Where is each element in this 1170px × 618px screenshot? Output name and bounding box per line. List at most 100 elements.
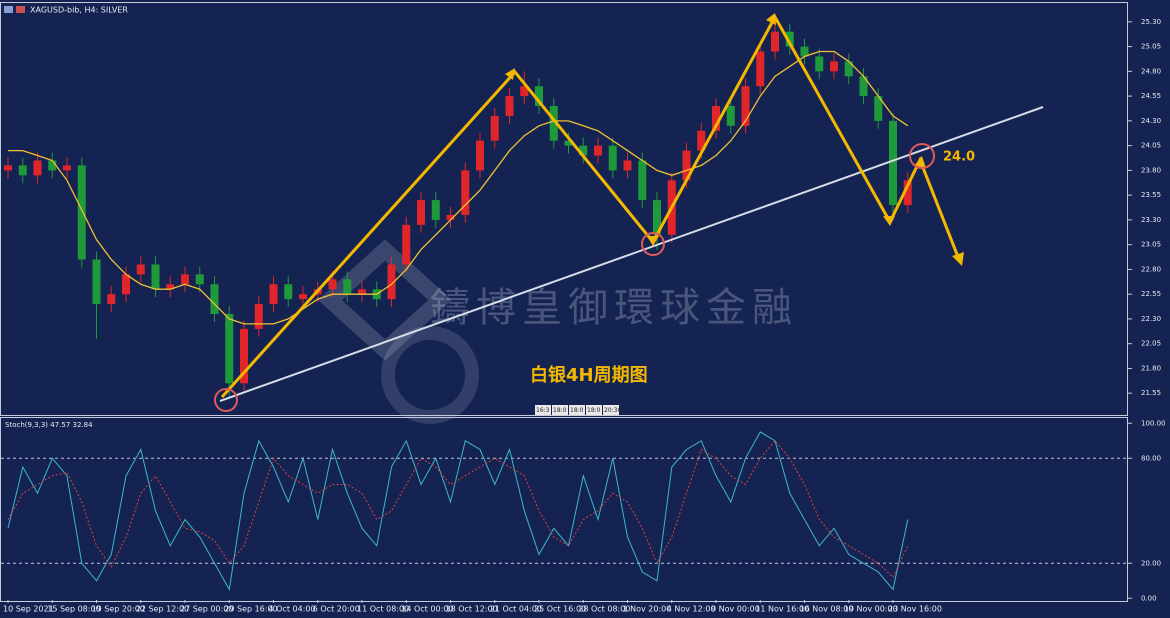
candle-body [638,160,647,201]
x-tick-label: 14 Oct 00:00 [401,605,453,614]
x-tick-label: 16 Nov 08:00 [800,605,854,614]
y-tick-label: 22.80 [1141,265,1161,273]
y-tick-label: 24.30 [1141,117,1161,125]
candle-body [107,294,116,305]
candle-body [269,284,278,305]
x-tick-label: 19 Sep 20:00 [92,605,145,614]
x-tick-label: 28 Oct 08:00 [578,605,630,614]
stoch-panel-frame [0,417,1128,602]
candle-body [254,304,263,329]
y-tick-label: 23.05 [1141,241,1161,249]
candle-body [446,214,455,220]
y-tick-label: 23.80 [1141,166,1161,174]
candle-body [520,86,529,97]
candle-body [136,264,145,275]
arrowhead [883,216,895,226]
candle-body [181,274,189,285]
highlight-circle [214,388,238,412]
x-tick-label: 9 Nov 00:00 [711,605,760,614]
candle-body [63,165,71,171]
y-tick-label: 24.80 [1141,67,1161,75]
candle-body [358,289,366,295]
candle-body [284,284,293,300]
x-tick-label: 25 Oct 16:00 [534,605,586,614]
candle-body [756,51,765,87]
y-tick-label: 0.00 [1141,594,1157,602]
time-marker: 16:3 [536,407,550,414]
candle-body [299,294,307,300]
moving-average [8,50,909,325]
arrowhead [647,236,659,246]
y-tick-label: 22.55 [1141,290,1161,298]
icon [4,6,13,13]
candle-body [741,86,750,126]
candle-body [564,140,573,146]
candle-body [712,106,720,131]
candle-body [844,61,853,77]
highlight-circle [909,143,935,169]
candle-body [697,130,706,151]
candle-body [726,106,735,126]
watermark-logo [318,239,452,361]
time-marker: 18:0 [587,407,601,414]
y-tick-label: 25.05 [1141,43,1161,51]
candle-body [594,145,602,156]
candle-body [490,115,499,141]
candle-body [77,165,86,260]
candle-body [195,274,204,285]
x-tick-label: 6 Oct 20:00 [313,605,360,614]
candle-body [328,279,337,290]
candle-body [240,328,248,384]
candle-body [166,284,175,290]
icon [16,6,25,13]
time-marker-box [569,405,585,415]
y-tick-label: 23.55 [1141,191,1161,199]
y-tick-label: 100.00 [1141,419,1166,427]
x-tick-label: 11 Nov 16:00 [755,605,809,614]
x-tick-label: 4 Nov 12:00 [667,605,716,614]
candle-body [402,224,411,265]
candle-body [151,264,160,290]
highlight-circle [641,232,665,256]
candle-body [830,61,838,72]
x-tick-label: 21 Oct 04:00 [490,605,542,614]
main-panel-frame [0,2,1128,416]
candle-body [18,165,27,176]
time-marker-box [603,405,619,415]
candle-body [859,76,868,97]
candle-body [210,284,219,314]
x-tick-label: 11 Oct 08:00 [357,605,409,614]
x-tick-label: 29 Sep 16:00 [224,605,277,614]
candle-body [4,165,12,171]
watermark-logo [381,326,479,424]
candle-body [579,145,588,156]
candle-body [417,200,425,225]
x-tick-label: 10 Sep 2021 [3,605,54,614]
x-tick-label: 27 Sep 00:00 [180,605,233,614]
candle-body [874,96,883,121]
candle-body [815,56,824,72]
annotation: 白银4H周期图 [530,364,648,386]
watermark-group: 鑄博皇御環球金融 [318,239,792,424]
x-tick-label: 18 Oct 12:00 [446,605,498,614]
drawings: 24.0 白银4H周期图 [214,13,1044,412]
y-tick-label: 23.30 [1141,216,1161,224]
candle-body [549,106,558,141]
x-tick-label: 19 Nov 00:00 [844,605,898,614]
y-tick-label: 24.55 [1141,92,1161,100]
y-tick-label: 21.55 [1141,389,1161,397]
x-tick-label: 4 Oct 04:00 [269,605,316,614]
y-tick-label: 22.30 [1141,315,1161,323]
y-tick-label: 80.00 [1141,454,1161,462]
candle-body [122,274,130,295]
candle-body [48,160,57,171]
time-marker-box [535,405,551,415]
candle-body [623,160,632,171]
stoch-title: Stoch(9,3,3) 47.57 32.84 [5,421,93,429]
time-marker: 18:0 [553,407,567,414]
candle-body [505,96,514,116]
y-tick-label: 24.05 [1141,142,1161,150]
plot-area: 21.55 21.80 22.05 22.30 22.55 22.80 23.05 23.30… [1,16,1166,614]
